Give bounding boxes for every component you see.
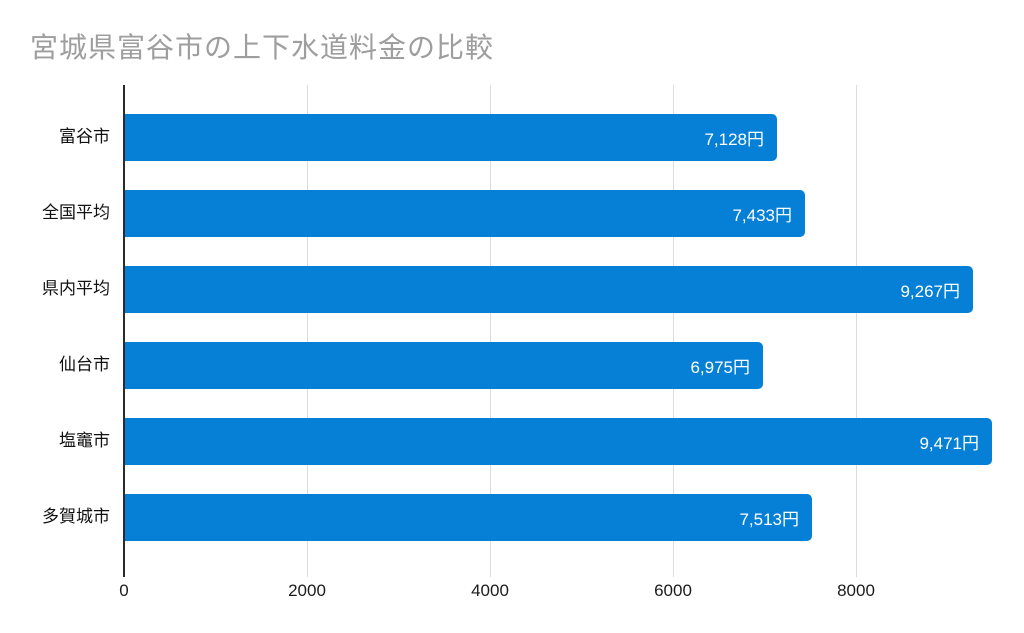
category-label: 県内平均 [42,279,110,298]
chart-title: 宮城県富谷市の上下水道料金の比較 [30,32,495,63]
gridline [856,85,857,577]
bar: 7,128円 [125,113,777,161]
bar-value-label: 7,513円 [739,509,799,529]
category-label: 全国平均 [42,203,110,222]
x-axis-tick-label: 6000 [654,581,692,600]
bar: 7,513円 [125,493,812,541]
category-label: 富谷市 [59,127,110,146]
x-axis-tick-label: 8000 [837,581,875,600]
category-label: 塩竈市 [59,431,110,450]
gridline [490,85,491,577]
y-axis-line [123,85,125,577]
bar-value-label: 6,975円 [690,357,750,377]
bar-value-label: 9,267円 [900,281,960,301]
bar-value-label: 7,433円 [732,205,792,225]
x-axis-tick-label: 0 [119,581,129,600]
category-label: 仙台市 [59,355,110,374]
bar-value-label: 9,471円 [919,433,979,453]
x-axis-tick-label: 2000 [288,581,326,600]
bar: 9,267円 [125,265,973,313]
gridline [307,85,308,577]
bar-value-label: 7,128円 [704,129,764,149]
x-axis-tick-label: 4000 [471,581,509,600]
bar: 9,471円 [125,417,992,465]
bar: 6,975円 [125,341,763,389]
gridline [673,85,674,577]
category-label: 多賀城市 [42,507,110,526]
bar: 7,433円 [125,189,805,237]
